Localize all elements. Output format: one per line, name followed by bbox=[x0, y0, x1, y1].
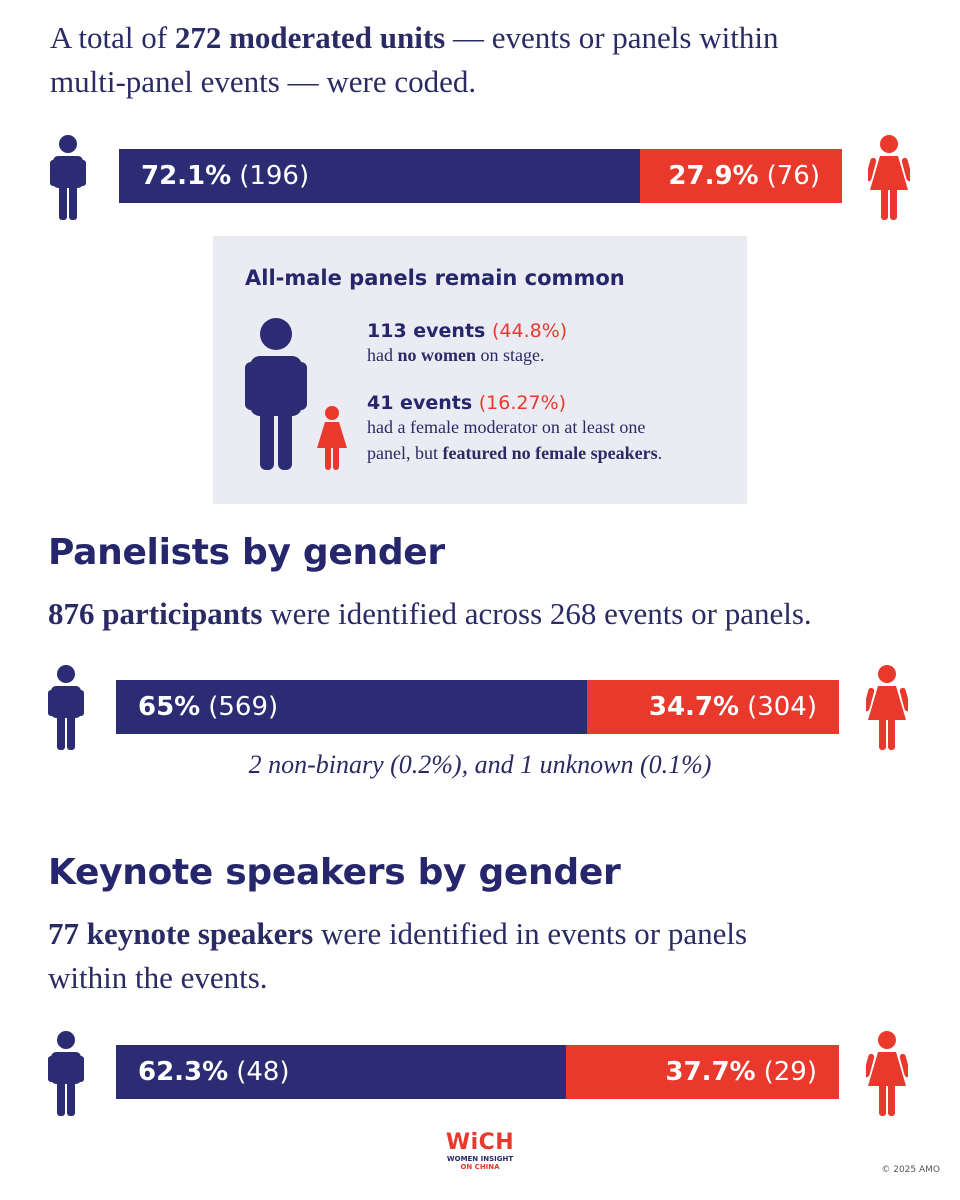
stat-2-count: 41 events bbox=[367, 392, 473, 414]
panelists-rest: were identified across 268 events or pan… bbox=[262, 596, 812, 631]
male-count-label: (569) bbox=[208, 692, 279, 722]
panelists-lead: 876 participants were identified across … bbox=[48, 592, 812, 636]
intro-pre: A total of bbox=[50, 20, 175, 55]
male-figure-icon bbox=[245, 318, 307, 470]
stat-2-line-1: had a female moderator on at least one bbox=[367, 417, 646, 437]
intro-post: — events or panels within bbox=[445, 20, 779, 55]
intro-line-1: A total of 272 moderated units — events … bbox=[50, 16, 778, 60]
male-count-label: (196) bbox=[239, 161, 310, 191]
male-figure-icon bbox=[48, 1031, 84, 1116]
stat-1-post: on stage. bbox=[476, 345, 545, 365]
bar-segment-female: 34.7% (304) bbox=[587, 680, 839, 734]
stat-2-pct: (16.27%) bbox=[478, 392, 567, 414]
chart-bar-moderated: 72.1% (196) 27.9% (76) bbox=[119, 149, 842, 203]
female-figure-icon bbox=[866, 1031, 908, 1116]
male-pct-label: 65% bbox=[138, 692, 201, 722]
chart-bar-panelists: 65% (569) 34.7% (304) bbox=[116, 680, 839, 734]
male-count-label: (48) bbox=[236, 1057, 290, 1087]
female-count-label: (29) bbox=[763, 1057, 817, 1087]
keynote-bold: 77 keynote speakers bbox=[48, 916, 314, 951]
female-count-label: (304) bbox=[747, 692, 817, 722]
stat-1-pct: (44.8%) bbox=[491, 320, 568, 342]
bar-segment-male: 62.3% (48) bbox=[116, 1045, 567, 1099]
panelists-bold: 876 participants bbox=[48, 596, 263, 631]
stat-2-pre: panel, but bbox=[367, 443, 443, 463]
intro-line-2: multi-panel events — were coded. bbox=[50, 64, 477, 99]
stat-1-text: had no women on stage. bbox=[367, 342, 567, 368]
logo-sub-1: WOMEN INSIGHT bbox=[446, 1155, 514, 1163]
bar-segment-male: 65% (569) bbox=[116, 680, 588, 734]
logo-sub-2: ON CHINA bbox=[460, 1163, 500, 1171]
box-title: All-male panels remain common bbox=[245, 266, 625, 290]
chart-bar-keynote: 62.3% (48) 37.7% (29) bbox=[116, 1045, 839, 1099]
stat-2-post: . bbox=[657, 443, 663, 463]
stat-2-bold: featured no female speakers bbox=[442, 443, 658, 463]
female-pct-label: 37.7% bbox=[665, 1057, 756, 1087]
stat-1-head: 113 events (44.8%) bbox=[367, 320, 567, 342]
wich-logo: WiCH WOMEN INSIGHT ON CHINA bbox=[420, 1130, 540, 1171]
intro-bold: 272 moderated units bbox=[174, 20, 446, 55]
female-figure-icon bbox=[866, 665, 908, 750]
stat-2-head: 41 events (16.27%) bbox=[367, 392, 662, 414]
panelists-note: 2 non-binary (0.2%), and 1 unknown (0.1%… bbox=[248, 750, 712, 779]
intro-text: A total of 272 moderated units — events … bbox=[50, 16, 778, 104]
copyright: © 2025 AMO bbox=[881, 1165, 940, 1175]
keynote-title: Keynote speakers by gender bbox=[48, 852, 621, 893]
stat-1-count: 113 events bbox=[367, 320, 486, 342]
male-pct-label: 62.3% bbox=[138, 1057, 229, 1087]
logo-mark: WiCH bbox=[445, 1130, 515, 1155]
bar-segment-female: 27.9% (76) bbox=[640, 149, 842, 203]
panelists-title: Panelists by gender bbox=[48, 532, 445, 573]
bar-segment-female: 37.7% (29) bbox=[566, 1045, 839, 1099]
stat-2: 41 events (16.27%) had a female moderato… bbox=[367, 392, 662, 466]
male-figure-icon bbox=[50, 135, 86, 220]
keynote-lead: 77 keynote speakers were identified in e… bbox=[48, 912, 747, 1000]
stat-1-bold: no women bbox=[397, 345, 477, 365]
keynote-line-1: 77 keynote speakers were identified in e… bbox=[48, 912, 747, 956]
keynote-line-2: within the events. bbox=[48, 960, 268, 995]
female-figure-icon bbox=[317, 406, 347, 470]
female-pct-label: 27.9% bbox=[668, 161, 759, 191]
all-male-panels-box: All-male panels remain common 113 events… bbox=[213, 236, 747, 504]
keynote-rest: were identified in events or panels bbox=[313, 916, 748, 951]
male-figure-icon bbox=[48, 665, 84, 750]
bar-segment-male: 72.1% (196) bbox=[119, 149, 641, 203]
female-figure-icon bbox=[868, 135, 910, 220]
stat-1-pre: had bbox=[367, 345, 398, 365]
stat-2-line-2: panel, but featured no female speakers. bbox=[367, 440, 662, 466]
stat-1: 113 events (44.8%) had no women on stage… bbox=[367, 320, 567, 368]
male-pct-label: 72.1% bbox=[141, 161, 232, 191]
female-pct-label: 34.7% bbox=[648, 692, 740, 722]
female-count-label: (76) bbox=[766, 161, 820, 191]
